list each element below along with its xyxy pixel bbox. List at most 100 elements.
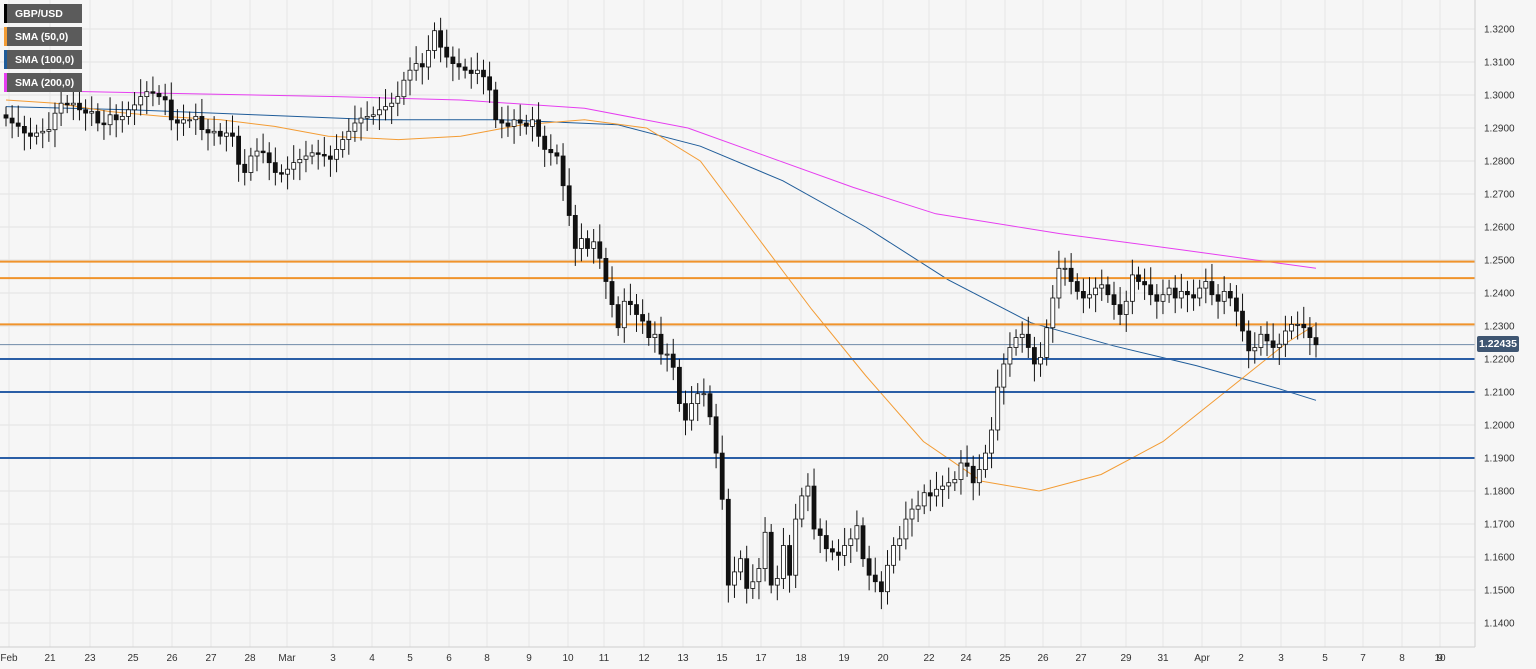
candle — [1013, 329, 1019, 356]
x-tick-label: 29 — [1120, 653, 1132, 664]
x-tick-label: 5 — [1322, 653, 1328, 664]
candle — [1264, 321, 1270, 357]
candle — [1191, 279, 1196, 311]
candle-body — [1283, 330, 1288, 345]
legend-label: SMA (100,0) — [15, 53, 75, 66]
candle-body — [95, 111, 101, 124]
candle — [848, 528, 854, 563]
candle — [842, 527, 847, 566]
candle-body — [879, 581, 884, 593]
candle-body — [713, 416, 719, 454]
legend-label: SMA (200,0) — [15, 76, 75, 89]
candle-body — [1258, 333, 1264, 348]
candle — [554, 144, 560, 165]
candle — [1160, 279, 1166, 315]
candle-body — [787, 545, 792, 576]
legend-item-sma100[interactable]: SMA (100,0) — [4, 50, 82, 69]
candle — [750, 564, 756, 599]
candle-body — [297, 158, 303, 164]
x-tick-label: 25 — [999, 653, 1011, 664]
candle-body — [517, 119, 523, 124]
candle — [370, 106, 376, 125]
candle — [1197, 279, 1203, 307]
y-tick-label: 1.1700 — [1484, 520, 1515, 531]
legend-item-sma50[interactable]: SMA (50,0) — [4, 27, 82, 46]
x-tick-label: 2 — [1238, 653, 1244, 664]
candle-body — [1191, 294, 1196, 299]
candle — [695, 383, 701, 422]
candle-body — [597, 241, 603, 259]
candle — [1099, 269, 1105, 301]
candle — [1221, 276, 1227, 315]
x-tick-label: 28 — [244, 653, 256, 664]
candle — [456, 48, 462, 80]
candle — [444, 29, 450, 68]
candle-body — [866, 558, 872, 576]
x-tick-label: 21 — [44, 653, 56, 664]
candle-body — [1044, 327, 1050, 358]
candle-body — [272, 162, 278, 173]
x-tick-label: 22 — [923, 653, 935, 664]
candle — [830, 540, 835, 561]
candle-body — [560, 155, 566, 187]
candle — [1276, 333, 1282, 365]
candle — [1117, 287, 1123, 326]
candle — [787, 534, 792, 593]
candle-body — [952, 479, 958, 484]
candle — [1234, 285, 1239, 327]
candle-body — [217, 130, 223, 137]
candle — [934, 471, 939, 507]
candle-body — [921, 492, 927, 507]
x-tick-label: 20 — [877, 653, 889, 664]
candle-body — [285, 168, 291, 175]
candle — [144, 81, 150, 115]
x-tick-label: 27 — [1075, 653, 1087, 664]
candle — [425, 35, 431, 80]
candle — [352, 105, 358, 142]
candle — [634, 293, 639, 332]
candle-body — [1123, 300, 1129, 315]
y-tick-label: 1.2000 — [1484, 421, 1515, 432]
legend-swatch — [4, 50, 7, 69]
candle-body — [64, 102, 70, 106]
candle-body — [1056, 267, 1062, 299]
candle-body — [872, 574, 878, 583]
candle-body — [1117, 304, 1123, 315]
candle — [952, 471, 958, 491]
candle-body — [1178, 290, 1184, 299]
legend-item-sma200[interactable]: SMA (200,0) — [4, 73, 82, 92]
candle — [915, 490, 921, 523]
candle-body — [242, 163, 248, 173]
candle — [946, 467, 952, 499]
candle — [701, 378, 707, 407]
candle-body — [1099, 284, 1105, 289]
legend-swatch — [4, 73, 7, 92]
candle — [719, 435, 725, 510]
candle — [579, 223, 584, 262]
candle — [854, 510, 860, 552]
candle — [1289, 316, 1294, 340]
candle — [1068, 253, 1074, 295]
candle-body — [523, 122, 529, 127]
candle — [3, 106, 9, 127]
candle — [1148, 267, 1154, 306]
legend-item-pair[interactable]: GBP/USD — [4, 4, 82, 23]
candle-body — [1221, 290, 1227, 302]
candle-body — [487, 76, 493, 91]
sma50-line — [5, 99, 1317, 492]
candle — [964, 445, 970, 477]
x-tick-label: 10 — [1434, 653, 1446, 664]
candle-body — [462, 66, 468, 71]
candle — [346, 118, 352, 155]
candle-body — [609, 281, 615, 306]
candle — [1007, 332, 1013, 377]
candle — [523, 114, 529, 135]
candle — [383, 89, 388, 121]
candle-body — [174, 119, 180, 124]
candle-body — [640, 314, 645, 322]
candle-body — [689, 403, 694, 421]
candle-body — [266, 152, 272, 164]
candle-body — [138, 96, 144, 106]
candle-body — [964, 462, 970, 467]
candle — [597, 224, 603, 269]
